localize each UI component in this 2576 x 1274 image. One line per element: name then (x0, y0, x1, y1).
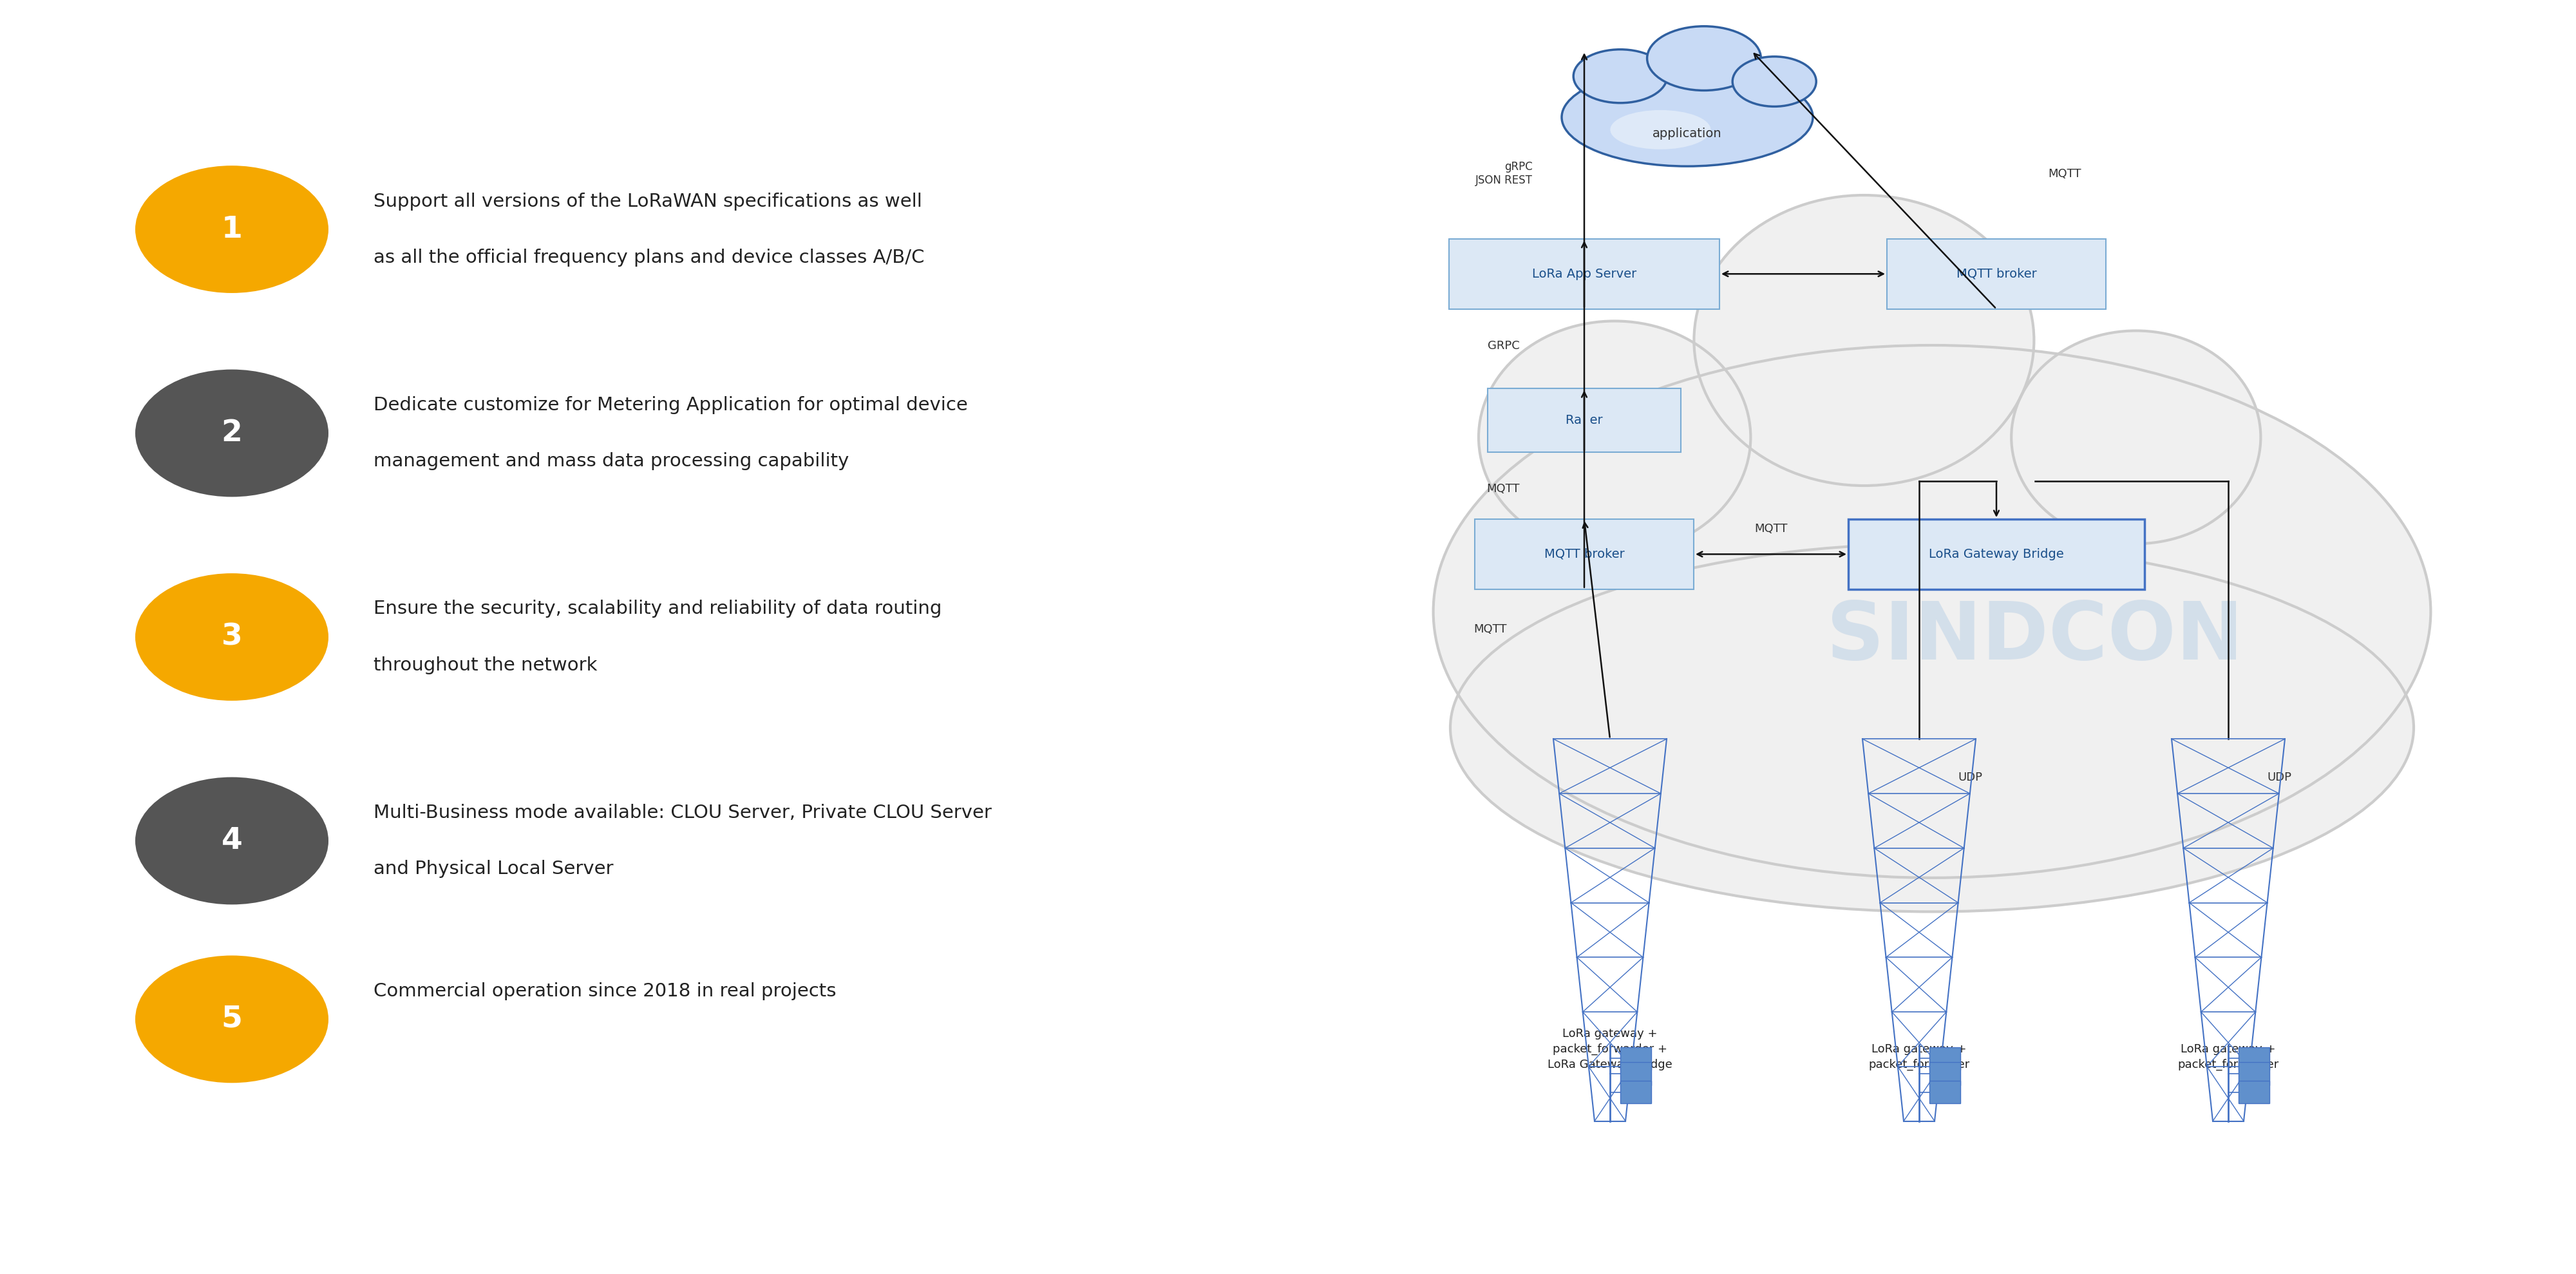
Text: MQTT: MQTT (2048, 168, 2081, 180)
Text: 1: 1 (222, 215, 242, 243)
Text: Support all versions of the LoRaWAN specifications as well: Support all versions of the LoRaWAN spec… (374, 192, 922, 210)
FancyBboxPatch shape (1886, 240, 2107, 310)
Text: LoRa Gateway Bridge: LoRa Gateway Bridge (1929, 548, 2063, 561)
Text: Ensure the security, scalability and reliability of data routing: Ensure the security, scalability and rel… (374, 600, 943, 618)
Ellipse shape (1610, 110, 1710, 149)
Ellipse shape (1432, 345, 2432, 878)
FancyBboxPatch shape (1620, 1047, 1651, 1070)
Text: MQTT broker: MQTT broker (1543, 548, 1625, 561)
FancyBboxPatch shape (2239, 1047, 2269, 1070)
Text: as all the official frequency plans and device classes A/B/C: as all the official frequency plans and … (374, 248, 925, 266)
Ellipse shape (1479, 321, 1752, 553)
Ellipse shape (134, 573, 330, 701)
Text: MQTT broker: MQTT broker (1955, 268, 2038, 280)
Text: Ra  er: Ra er (1566, 414, 1602, 427)
Text: 4: 4 (222, 827, 242, 855)
Text: GRPC: GRPC (1489, 340, 1520, 352)
FancyBboxPatch shape (1620, 1063, 1651, 1085)
Ellipse shape (1561, 68, 1814, 167)
Ellipse shape (1695, 195, 2035, 485)
Ellipse shape (1646, 27, 1762, 90)
FancyBboxPatch shape (1929, 1080, 1960, 1103)
Text: 3: 3 (222, 623, 242, 651)
Text: MQTT: MQTT (1486, 483, 1520, 494)
FancyBboxPatch shape (1620, 1080, 1651, 1103)
Text: SINDCON: SINDCON (1826, 598, 2244, 676)
Ellipse shape (134, 166, 330, 293)
FancyBboxPatch shape (1448, 240, 1721, 310)
Text: UDP: UDP (2267, 771, 2293, 784)
Text: MQTT: MQTT (1473, 623, 1507, 634)
Text: gRPC
JSON REST: gRPC JSON REST (1476, 161, 1533, 186)
Text: application: application (1654, 127, 1721, 140)
Text: throughout the network: throughout the network (374, 656, 598, 674)
Ellipse shape (1734, 56, 1816, 107)
Ellipse shape (134, 369, 330, 497)
Text: MQTT: MQTT (1754, 522, 1788, 535)
Ellipse shape (1574, 50, 1667, 103)
Ellipse shape (134, 956, 330, 1083)
Ellipse shape (2012, 331, 2262, 544)
Text: Commercial operation since 2018 in real projects: Commercial operation since 2018 in real … (374, 982, 837, 1000)
Text: Multi-Business mode available: CLOU Server, Private CLOU Server: Multi-Business mode available: CLOU Serv… (374, 804, 992, 822)
FancyBboxPatch shape (1850, 520, 2143, 589)
Text: LoRa gateway +
packet_forwarder: LoRa gateway + packet_forwarder (1868, 1043, 1971, 1070)
Text: LoRa gateway +
packet_forwarder: LoRa gateway + packet_forwarder (2177, 1043, 2280, 1070)
Text: LoRa App Server: LoRa App Server (1533, 268, 1636, 280)
FancyBboxPatch shape (2239, 1063, 2269, 1085)
Text: and Physical Local Server: and Physical Local Server (374, 860, 613, 878)
FancyBboxPatch shape (2239, 1080, 2269, 1103)
FancyBboxPatch shape (1929, 1063, 1960, 1085)
Text: LoRa gateway +
packet_forwarder +
LoRa Gateway Bridge: LoRa gateway + packet_forwarder + LoRa G… (1548, 1028, 1672, 1070)
FancyBboxPatch shape (1489, 389, 1680, 452)
Text: management and mass data processing capability: management and mass data processing capa… (374, 452, 850, 470)
Text: 5: 5 (222, 1005, 242, 1033)
FancyBboxPatch shape (1929, 1047, 1960, 1070)
Text: Dedicate customize for Metering Application for optimal device: Dedicate customize for Metering Applicat… (374, 396, 969, 414)
Ellipse shape (134, 777, 330, 905)
FancyBboxPatch shape (1473, 520, 1695, 589)
Ellipse shape (1450, 544, 2414, 912)
Text: UDP: UDP (1958, 771, 1984, 784)
Text: 2: 2 (222, 419, 242, 447)
